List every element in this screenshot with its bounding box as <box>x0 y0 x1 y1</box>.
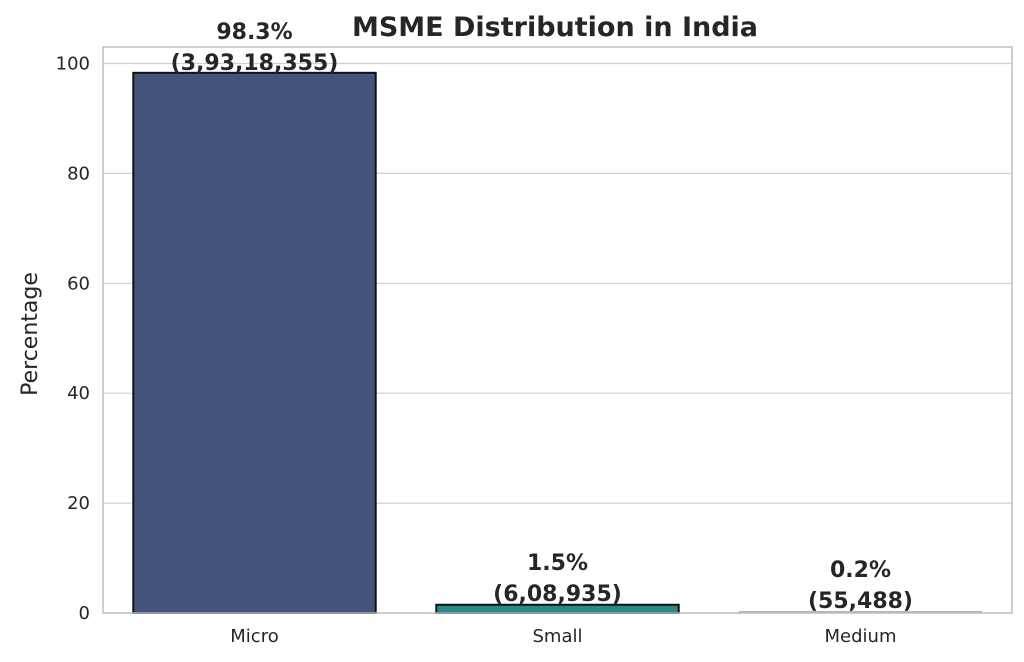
x-tick-label: Medium <box>825 626 897 647</box>
y-tick-label: 80 <box>67 163 90 184</box>
y-tick-label: 40 <box>67 383 90 404</box>
y-tick-label: 0 <box>79 603 90 624</box>
data-labels: 98.3% (3,93,18,355) 1.5% (6,08,935) 0.2% (55,… <box>171 20 913 614</box>
x-tick-label: Small <box>533 626 583 647</box>
data-label-count: (55,488) <box>808 589 913 614</box>
data-label-percent: 0.2% <box>830 558 891 583</box>
y-axis-label: Percentage <box>18 272 43 396</box>
y-tick-label: 100 <box>56 53 90 74</box>
x-tick-labels: Micro Small Medium <box>230 626 896 647</box>
bar-micro <box>132 71 377 614</box>
y-tick-labels: 0 20 40 60 80 100 <box>56 53 90 624</box>
y-tick-label: 60 <box>67 273 90 294</box>
data-label-percent: 98.3% <box>216 20 292 45</box>
x-tick-label: Micro <box>230 626 278 647</box>
data-label-percent: 1.5% <box>527 551 588 576</box>
data-label-count: (6,08,935) <box>493 582 622 607</box>
chart-title: MSME Distribution in India <box>352 12 758 43</box>
bars <box>132 71 982 614</box>
y-tick-label: 20 <box>67 493 90 514</box>
data-label-count: (3,93,18,355) <box>171 51 339 76</box>
plot-frame <box>102 46 1013 614</box>
